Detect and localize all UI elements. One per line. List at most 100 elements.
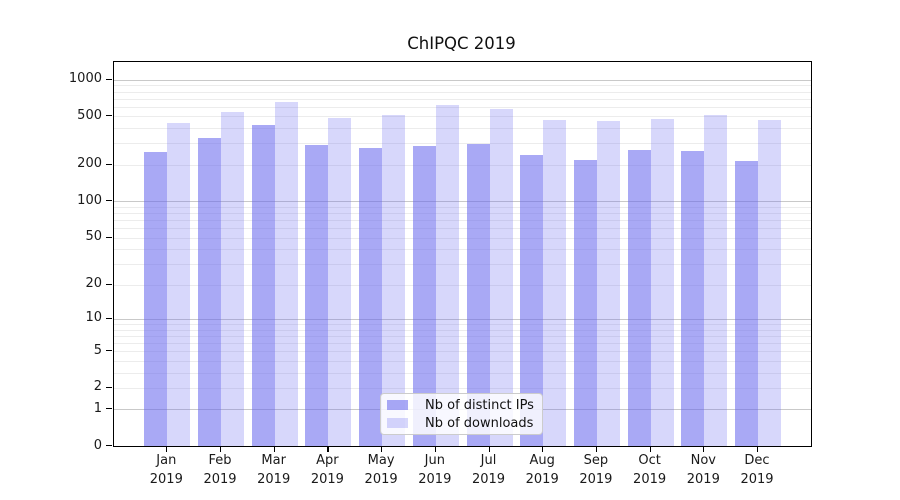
y-gridline-300 [114,143,811,145]
y-gridline-200 [114,164,811,166]
x-tick-mark-feb [220,446,222,453]
x-tick-mark-jul [488,446,490,453]
y-gridline-60 [114,228,811,229]
bar-distinct-ips-sep-2019 [573,159,597,446]
x-tick-label-oct: Oct 2019 [633,453,667,487]
x-tick-label-apr: Apr 2019 [310,453,344,487]
x-tick-label-feb: Feb 2019 [203,453,237,487]
x-tick-label-jan: Jan 2019 [149,453,183,487]
bar-downloads-may-2019 [382,115,406,446]
bar-downloads-apr-2019 [328,118,352,446]
x-tick-mark-mar [273,446,275,453]
legend-item-distinct-ips: Nb of distinct IPs [387,396,536,414]
bar-distinct-ips-mar-2019 [251,125,275,446]
x-tick-mark-may [381,446,383,453]
y-gridline-900 [114,85,811,87]
x-tick-mark-apr [327,446,329,453]
bar-downloads-feb-2019 [221,111,244,446]
x-tick-label-may: May 2019 [364,453,398,487]
x-tick-mark-jan [166,446,168,453]
bar-downloads-jul-2019 [489,108,513,446]
bar-distinct-ips-nov-2019 [681,151,705,446]
y-gridline-2 [114,387,811,389]
x-tick-label-sep: Sep 2019 [579,453,613,487]
x-tick-mark-dec [757,446,759,453]
x-tick-label-aug: Aug 2019 [525,453,559,487]
x-tick-label-jun: Jun 2019 [418,453,452,487]
bar-distinct-ips-aug-2019 [520,155,544,446]
x-tick-label-mar: Mar 2019 [257,453,291,487]
y-tick-mark-500 [105,115,112,117]
x-tick-mark-oct [649,446,651,453]
y-tick-label-10: 10 [85,310,102,326]
bar-distinct-ips-oct-2019 [627,149,651,446]
bar-distinct-ips-jun-2019 [412,145,436,446]
legend-swatch-distinct-ips [387,400,408,410]
y-gridline-1000 [114,79,811,81]
y-gridline-100 [114,201,811,203]
chart-title: ChIPQC 2019 [407,34,516,53]
bar-distinct-ips-jul-2019 [466,144,490,446]
y-tick-mark-1000 [105,78,112,80]
y-tick-mark-1 [105,408,112,410]
y-tick-mark-10 [105,317,112,319]
plot-area: Nb of distinct IPs Nb of downloads [113,61,812,447]
bar-distinct-ips-jan-2019 [144,152,168,446]
y-tick-mark-5 [105,350,112,352]
bar-distinct-ips-feb-2019 [198,138,221,446]
y-gridline-500 [114,116,811,118]
x-tick-label-nov: Nov 2019 [686,453,720,487]
y-tick-label-0: 0 [93,437,102,453]
y-gridline-40 [114,249,811,251]
y-gridline-80 [114,213,811,214]
x-tick-mark-nov [703,446,705,453]
y-tick-label-5: 5 [93,342,102,358]
y-tick-mark-2 [105,386,112,388]
x-tick-mark-jun [434,446,436,453]
y-gridline-10 [114,318,811,320]
y-gridline-600 [114,106,811,108]
bar-downloads-aug-2019 [543,120,567,446]
bar-downloads-dec-2019 [758,119,781,446]
y-tick-mark-200 [105,163,112,165]
legend: Nb of distinct IPs Nb of downloads [380,393,543,435]
y-gridline-90 [114,206,811,208]
y-gridline-70 [114,220,811,221]
bar-downloads-sep-2019 [596,121,620,446]
y-tick-label-1: 1 [93,400,102,416]
y-tick-label-1000: 1000 [68,71,102,87]
y-gridline-7 [114,335,811,337]
y-gridline-9 [114,323,811,325]
legend-item-downloads: Nb of downloads [387,414,536,432]
y-tick-label-2: 2 [93,379,102,395]
legend-label-downloads: Nb of downloads [425,415,534,431]
legend-swatch-downloads [387,418,408,428]
y-gridline-4 [114,360,811,362]
bar-downloads-mar-2019 [274,101,298,446]
bar-downloads-jun-2019 [435,105,459,446]
y-gridline-6 [114,342,811,344]
bar-downloads-jan-2019 [167,123,191,446]
y-tick-mark-50 [105,236,112,238]
y-gridline-8 [114,329,811,331]
bar-downloads-nov-2019 [704,115,728,446]
y-tick-mark-20 [105,283,112,285]
x-tick-label-jul: Jul 2019 [471,453,506,487]
y-gridline-20 [114,284,811,286]
x-tick-mark-aug [542,446,544,453]
y-tick-mark-100 [105,200,112,202]
legend-label-distinct-ips: Nb of distinct IPs [425,397,534,413]
y-tick-label-100: 100 [77,192,102,208]
bar-distinct-ips-dec-2019 [735,160,758,446]
y-gridline-400 [114,128,811,130]
bar-distinct-ips-may-2019 [359,148,383,446]
x-tick-mark-sep [595,446,598,453]
y-gridline-700 [114,98,811,100]
y-tick-label-200: 200 [77,156,102,172]
y-tick-label-50: 50 [85,229,102,244]
y-tick-mark-0 [105,445,112,447]
y-gridline-3 [114,372,811,374]
y-gridline-800 [114,91,811,93]
y-gridline-5 [114,351,811,352]
